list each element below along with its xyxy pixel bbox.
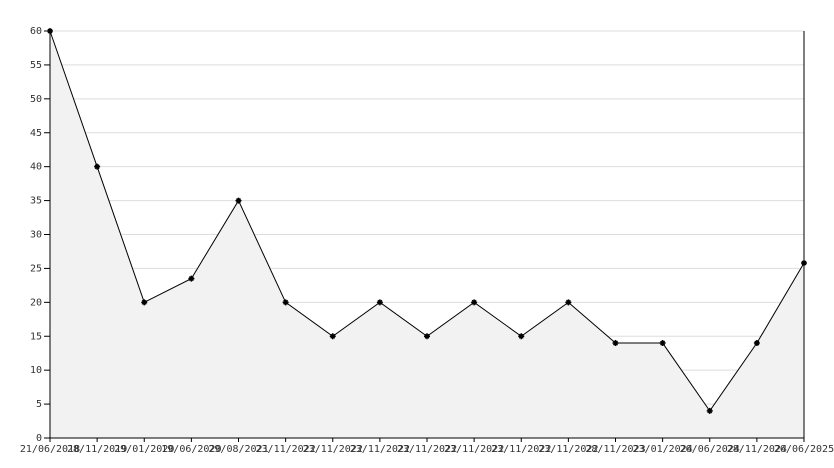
y-tick-label: 0 [36, 433, 42, 444]
x-tick-label: 28/11/2024 [727, 444, 787, 455]
x-tick-label: 26/06/2024 [680, 444, 740, 455]
x-tick-label: 21/06/2018 [20, 444, 80, 455]
x-tick-label: 23/11/2022 [350, 444, 410, 455]
point [94, 163, 101, 170]
y-tick-label: 15 [30, 331, 42, 342]
x-tick-label: 28/11/2019 [67, 444, 127, 455]
x-tick-label: 19/06/2020 [161, 444, 221, 455]
x-tick-label: 26/06/2025 [774, 444, 834, 455]
y-tick-label: 40 [30, 162, 42, 173]
point [329, 333, 336, 340]
point [659, 340, 666, 347]
y-tick-label: 20 [30, 297, 42, 308]
y-tick-label: 50 [30, 94, 42, 105]
x-tick-label: 29/08/2021 [208, 444, 268, 455]
x-tick-label: 23/01/2024 [633, 444, 693, 455]
x-tick-label: 23/11/2022 [538, 444, 598, 455]
x-tick-label: 29/01/2020 [114, 444, 174, 455]
point [565, 299, 572, 306]
x-tick-label: 23/11/2022 [491, 444, 551, 455]
point [47, 28, 53, 34]
y-tick-label: 25 [30, 263, 42, 274]
x-tick-label: 23/11/2022 [444, 444, 504, 455]
y-tick-label: 5 [36, 399, 42, 410]
point [235, 197, 242, 204]
y-tick-label: 30 [30, 230, 42, 241]
area [50, 31, 804, 438]
point [424, 333, 430, 340]
x-tick-label: 28/11/2023 [585, 444, 645, 455]
point [518, 333, 525, 340]
x-tick-label: 23/11/2022 [256, 444, 316, 455]
y-tick-label: 55 [30, 60, 42, 71]
point [141, 299, 148, 306]
point [376, 299, 383, 306]
point [471, 299, 478, 306]
y-tick-label: 35 [30, 196, 42, 207]
point [753, 340, 760, 347]
point [801, 259, 807, 266]
y-tick-label: 10 [30, 365, 42, 376]
point [282, 299, 289, 306]
x-tick-label: 23/11/2022 [397, 444, 457, 455]
y-tick-label: 60 [30, 26, 42, 37]
point [706, 407, 713, 414]
point [188, 275, 195, 282]
y-tick-label: 45 [30, 128, 42, 139]
point [612, 340, 619, 347]
x-tick-label: 23/11/2022 [303, 444, 363, 455]
